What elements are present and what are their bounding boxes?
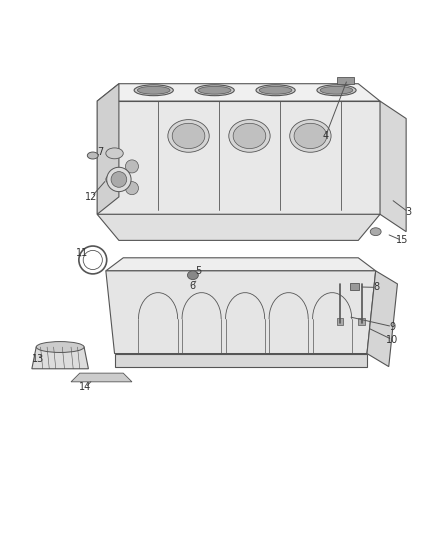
Polygon shape	[71, 373, 132, 382]
Ellipse shape	[290, 119, 331, 152]
Ellipse shape	[259, 86, 292, 94]
Ellipse shape	[195, 85, 234, 96]
Ellipse shape	[233, 123, 266, 149]
Text: 5: 5	[195, 266, 201, 276]
Polygon shape	[97, 101, 380, 214]
Ellipse shape	[106, 148, 123, 159]
FancyBboxPatch shape	[358, 318, 365, 325]
Text: 9: 9	[389, 321, 395, 332]
Text: 12: 12	[85, 192, 98, 202]
FancyBboxPatch shape	[336, 318, 343, 325]
Polygon shape	[32, 347, 88, 369]
Text: 13: 13	[32, 354, 45, 364]
Circle shape	[125, 182, 138, 195]
Circle shape	[107, 167, 131, 192]
Ellipse shape	[134, 85, 173, 96]
Text: 14: 14	[79, 383, 92, 392]
Ellipse shape	[106, 174, 123, 185]
Ellipse shape	[294, 123, 327, 149]
Ellipse shape	[172, 123, 205, 149]
Ellipse shape	[187, 271, 198, 279]
Text: 7: 7	[98, 148, 104, 157]
Ellipse shape	[87, 152, 98, 159]
Polygon shape	[380, 101, 406, 232]
Text: 8: 8	[374, 282, 380, 293]
Ellipse shape	[198, 86, 231, 94]
Polygon shape	[97, 84, 119, 214]
Circle shape	[125, 160, 138, 173]
Text: 10: 10	[386, 335, 398, 345]
Polygon shape	[106, 271, 376, 353]
Polygon shape	[367, 271, 397, 367]
Ellipse shape	[36, 342, 84, 352]
Text: 15: 15	[396, 236, 408, 245]
Ellipse shape	[138, 86, 170, 94]
Text: 4: 4	[322, 131, 328, 141]
Circle shape	[111, 172, 127, 187]
Polygon shape	[97, 84, 380, 101]
Ellipse shape	[370, 228, 381, 236]
Ellipse shape	[256, 85, 295, 96]
Ellipse shape	[320, 86, 353, 94]
Text: 3: 3	[405, 207, 411, 217]
Polygon shape	[97, 214, 380, 240]
Ellipse shape	[168, 119, 209, 152]
Polygon shape	[106, 258, 376, 271]
Text: 6: 6	[190, 281, 196, 291]
Ellipse shape	[229, 119, 270, 152]
Polygon shape	[336, 77, 354, 84]
Ellipse shape	[317, 85, 356, 96]
Text: 11: 11	[76, 248, 88, 259]
Polygon shape	[115, 353, 367, 367]
FancyBboxPatch shape	[350, 284, 359, 290]
